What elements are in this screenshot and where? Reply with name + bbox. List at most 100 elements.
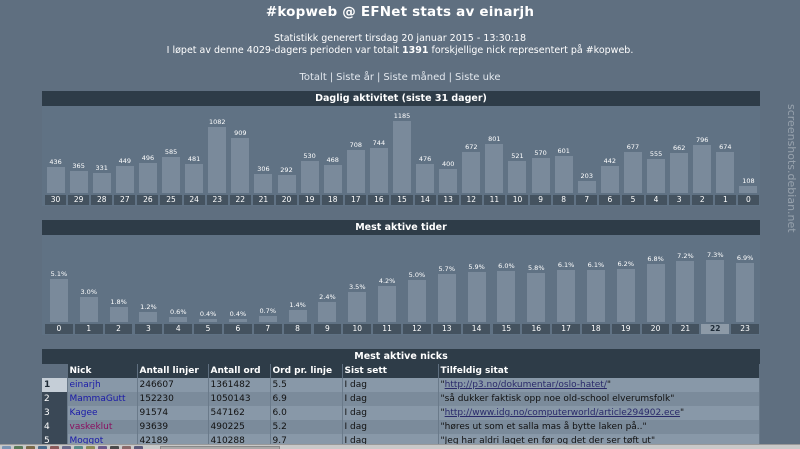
chart-value-label: 555 — [649, 150, 663, 159]
page-title: #kopweb @ EFNet stats av einarjh — [265, 4, 535, 20]
chart-category-label: 22 — [229, 195, 251, 205]
files-icon[interactable] — [26, 446, 35, 449]
daily-activity-title: Daglig aktivitet (siste 31 dager) — [42, 91, 760, 106]
active-nicks-table: Nick Antall linjer Antall ord Ord pr. li… — [42, 364, 760, 448]
chart-value-label: 0.4% — [199, 309, 217, 318]
chart-value-label: 331 — [95, 163, 108, 172]
chart-category-label: 6 — [599, 195, 621, 205]
taskbar-window-button[interactable] — [160, 446, 280, 449]
chart-bar — [162, 157, 181, 193]
app-icon[interactable] — [134, 446, 143, 449]
chart-bar — [346, 149, 365, 193]
chart-value-label: 306 — [257, 165, 270, 174]
app-icon[interactable] — [110, 446, 119, 449]
nav-month-link[interactable]: Siste måned — [383, 72, 446, 83]
chart-value-label: 0.7% — [259, 307, 276, 316]
app-icon[interactable] — [50, 446, 59, 449]
chart-category-label: 15 — [492, 324, 521, 334]
chart-value-label: 0.6% — [169, 307, 187, 316]
terminal-icon[interactable] — [14, 446, 23, 449]
chart-bar — [369, 147, 388, 193]
chart-category-label: 20 — [275, 195, 298, 205]
chart-category-label: 3 — [668, 195, 690, 205]
chart-bar — [393, 121, 411, 193]
chart-bar — [676, 260, 695, 322]
chart-category-label: 19 — [299, 195, 321, 205]
col-lines: Antall linjer — [137, 364, 209, 378]
chart-category-label: 30 — [45, 195, 67, 205]
chart-bar — [557, 270, 576, 322]
chart-category-label: 12 — [403, 324, 431, 334]
rank-cell: 3 — [42, 406, 68, 420]
chart-category-label: 4 — [645, 195, 667, 205]
app-icon[interactable] — [62, 446, 71, 449]
chart-category-label: 10 — [506, 195, 529, 205]
chart-bar — [736, 263, 755, 322]
app-icon[interactable] — [86, 446, 95, 449]
chart-category-label: 2 — [691, 195, 713, 205]
chart-category-label: 7 — [253, 324, 282, 334]
chart-bar — [407, 279, 426, 322]
quote-link[interactable]: http://www.idg.no/computerworld/article2… — [444, 408, 681, 418]
chart-category-label: 18 — [322, 195, 344, 205]
active-hours-chart: 5.1% 0 3.0% 1 1.8% 2 1.2% 3 0.6% 4 0.4% 5 0.4% 6 0.7% 7… — [42, 235, 760, 335]
browser-icon[interactable] — [38, 446, 47, 449]
words-per-line-cell: 5.5 — [270, 378, 343, 392]
chart-value-label: 1185 — [393, 112, 411, 120]
app-icon[interactable] — [74, 446, 83, 449]
quote-link[interactable]: http://p3.no/dokumentar/oslo-hatet/ — [444, 380, 607, 390]
chart-value-label: 744 — [372, 138, 386, 147]
chart-value-label: 449 — [118, 156, 132, 165]
chart-category-label: 4 — [164, 324, 193, 334]
generated-info: Statistikk generert tirsdag 20 januar 20… — [0, 33, 800, 57]
chart-value-label: 3.5% — [348, 283, 366, 292]
col-words: Antall ord — [208, 364, 271, 378]
nav-week-link[interactable]: Siste uke — [455, 72, 501, 83]
lines-cell: 93639 — [137, 420, 209, 434]
active-nicks-title: Mest aktive nicks — [42, 349, 760, 364]
chart-value-label: 909 — [234, 128, 247, 137]
chart-value-label: 436 — [49, 157, 62, 166]
start-menu-icon[interactable] — [2, 446, 11, 449]
chart-bar — [439, 168, 458, 193]
nick-cell[interactable]: Kagee — [67, 406, 138, 420]
chart-bar — [497, 271, 516, 322]
chart-category-label: 10 — [343, 324, 372, 334]
nick-cell[interactable]: vaskeklut — [67, 420, 138, 434]
chart-bar — [616, 269, 635, 322]
chart-category-label: 9 — [313, 324, 342, 334]
chart-bar — [109, 306, 128, 322]
chart-value-label: 476 — [418, 155, 432, 164]
last-seen-cell: I dag — [342, 420, 439, 434]
table-row: 3 Kagee 91574 547162 6.0 I dag "http://www.idg… — [42, 406, 760, 420]
chart-category-label: 25 — [160, 195, 182, 205]
chart-value-label: 530 — [303, 151, 316, 160]
chart-value-label: 5.0% — [408, 270, 426, 279]
chart-bar — [716, 152, 735, 193]
chart-bar — [277, 175, 296, 193]
chart-category-label: 14 — [462, 324, 491, 334]
chart-value-label: 677 — [626, 142, 640, 151]
last-seen-cell: I dag — [342, 392, 439, 406]
chart-bar — [199, 318, 218, 322]
active-hours-title: Mest aktive tider — [42, 220, 760, 235]
app-icon[interactable] — [98, 446, 107, 449]
chart-bar — [79, 296, 98, 322]
table-row: 4 vaskeklut 93639 490225 5.2 I dag "høres ut s… — [42, 420, 760, 434]
chart-category-label: 18 — [582, 324, 610, 334]
nick-cell[interactable]: einarjh — [67, 378, 138, 392]
chart-bar — [348, 292, 367, 322]
chart-category-label: 24 — [183, 195, 205, 205]
rank-header — [42, 364, 68, 378]
nav-year-link[interactable]: Siste år — [336, 72, 374, 83]
chart-category-label: 2 — [104, 324, 133, 334]
app-icon[interactable] — [122, 446, 131, 449]
chart-value-label: 601 — [557, 147, 570, 156]
chart-bar — [462, 152, 481, 193]
chart-value-label: 468 — [326, 155, 339, 164]
nav-total-link[interactable]: Totalt — [299, 72, 327, 83]
chart-value-label: 6.1% — [557, 261, 575, 270]
nick-cell[interactable]: MammaGutt — [67, 392, 138, 406]
chart-category-label: 3 — [134, 324, 163, 334]
lines-cell: 91574 — [137, 406, 209, 420]
